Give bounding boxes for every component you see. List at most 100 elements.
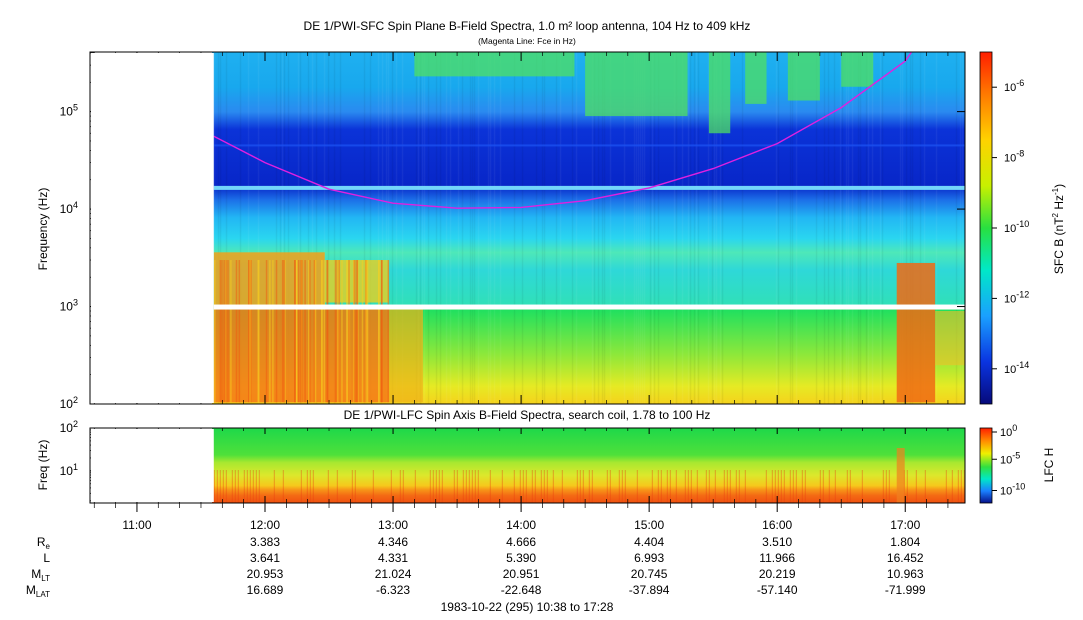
sfc-hiss-streak [353,260,355,403]
ephemeris-value: -37.894 [629,583,670,597]
sfc-texture-streak [697,52,700,404]
ephemeris-value: 21.024 [375,567,412,581]
sfc-texture-streak [597,52,600,404]
lfc-texture-streak [414,470,416,503]
lfc-texture-streak [432,470,434,503]
sfc-texture-streak [651,52,654,404]
sfc-texture-streak [445,52,448,404]
sfc-hiss-streak [225,260,227,403]
lfc-texture-streak [591,470,593,503]
sfc-texture-streak [287,52,290,404]
sfc-texture-streak [439,52,442,404]
time-tick-label: 11:00 [122,518,151,532]
lfc-texture-streak [462,470,464,503]
sfc-texture-streak [857,52,860,404]
sfc-texture-streak [489,52,492,404]
lfc-texture-streak [795,470,797,503]
time-tick-label: 17:00 [890,518,920,532]
sfc-texture-streak [827,52,830,404]
lfc-texture-streak [621,470,623,503]
sfc-texture-streak [719,52,722,404]
lfc-texture-streak [651,470,653,503]
lfc-title: DE 1/PWI-LFC Spin Axis B-Field Spectra, … [344,408,711,422]
lfc-spectrogram [212,428,965,503]
ephemeris-value: 5.390 [506,551,536,565]
sfc-texture-streak [477,52,480,404]
sfc-texture-streak [867,52,870,404]
sfc-texture-streak [833,52,836,404]
lfc-texture-streak [222,470,224,503]
sfc-texture-streak [323,52,326,404]
lfc-texture-streak [780,470,782,503]
lfc-texture-streak [477,470,479,503]
sfc-burst [787,52,820,101]
sfc-texture-streak [391,52,394,404]
lfc-texture-streak [771,470,773,503]
lfc-texture-streak [402,470,404,503]
lfc-texture-streak [690,470,692,503]
lfc-texture-streak [501,470,503,503]
ephemeris-value: 20.745 [631,567,668,581]
lfc-texture-streak [474,470,476,503]
lfc-texture-streak [465,470,467,503]
lfc-texture-streak [888,470,890,503]
sfc-texture-streak [789,52,792,404]
sfc-texture-streak [681,52,684,404]
sfc-hiss-region [388,306,423,403]
ephemeris-value: 16.452 [887,551,924,565]
ephemeris-value: 3.641 [250,551,280,565]
sfc-texture-streak [865,52,868,404]
ephemeris-label: MLAT [26,583,50,599]
sfc-hiss-streak [381,260,383,403]
sfc-texture-streak [369,52,372,404]
sfc-texture-streak [879,52,882,404]
lfc-texture-streak [783,470,785,503]
lfc-texture-streak [534,470,536,503]
lfc-texture-streak [531,470,533,503]
sfc-texture-streak [657,52,660,404]
sfc-hiss-streak [341,260,343,403]
sfc-cbar-tick-label: 10-6 [1004,78,1024,94]
sfc-texture-streak [559,52,562,404]
sfc-texture-streak [333,52,336,404]
sfc-texture-streak [275,52,278,404]
sfc-texture-streak [217,52,220,404]
lfc-texture-streak [729,470,731,503]
sfc-colorbar-label: SFC B (nT2 Hz-1) [1051,184,1066,274]
sfc-texture-streak [327,52,330,404]
sfc-texture-streak [449,52,452,404]
lfc-texture-streak [822,470,824,503]
lfc-texture-streak [546,470,548,503]
lfc-intensity-features [213,448,965,503]
sfc-hiss-streak [269,260,271,403]
sfc-hiss-streak [356,260,359,403]
lfc-texture-streak [372,470,374,503]
sfc-texture-streak [609,52,612,404]
lfc-texture-streak [576,470,578,503]
sfc-texture-streak [641,52,644,404]
ephemeris-value: 4.331 [378,551,408,565]
lfc-texture-streak [957,470,959,503]
lfc-texture-streak [669,470,671,503]
ephemeris-value: 20.953 [247,567,284,581]
sfc-hiss-streak [223,260,225,403]
lfc-burst [896,448,905,503]
ephemeris-value: 3.383 [250,535,280,549]
sfc-hiss-streak [238,260,241,403]
sfc-hiss-streak [301,260,303,403]
lfc-no-data [91,429,214,502]
sfc-texture-streak [457,52,460,404]
lfc-texture-streak [951,470,953,503]
lfc-texture-streak [684,470,686,503]
lfc-texture-streak [390,470,392,503]
ephemeris-label: Re [37,535,51,551]
sfc-burst [841,52,874,87]
lfc-texture-streak [666,470,668,503]
sfc-texture-streak [471,52,474,404]
sfc-texture-streak [387,52,390,404]
sfc-texture-streak [435,52,438,404]
sfc-texture-streak [673,52,676,404]
sfc-hiss-streak [304,260,306,403]
lfc-texture-streak [705,470,707,503]
sfc-texture-streak [687,52,690,404]
